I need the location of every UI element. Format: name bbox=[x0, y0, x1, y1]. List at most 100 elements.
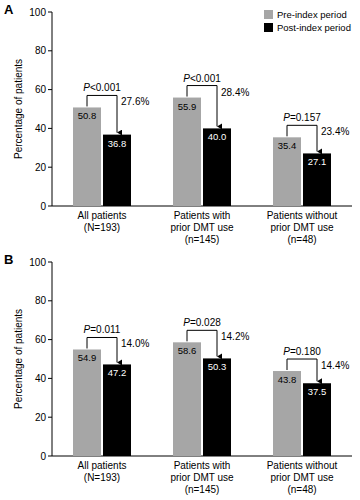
x-tick-label: All patients(N=193) bbox=[78, 460, 127, 483]
bar bbox=[273, 371, 301, 456]
p-value: P=0.180 bbox=[283, 346, 321, 357]
y-tick-label: 60 bbox=[35, 84, 47, 95]
panel-label: B bbox=[4, 252, 13, 267]
p-rest: <0.001 bbox=[190, 73, 221, 84]
x-tick-label: Patients withoutprior DMT use(n=48) bbox=[267, 210, 338, 245]
legend-swatch bbox=[264, 23, 273, 32]
data-label: 27.1 bbox=[308, 156, 327, 167]
data-label: 40.0 bbox=[208, 131, 227, 142]
bar bbox=[103, 364, 131, 456]
x-tick-label-line: prior DMT use bbox=[270, 472, 334, 483]
change-label: 14.4% bbox=[321, 360, 349, 371]
y-tick bbox=[48, 300, 52, 301]
y-tick-label: 100 bbox=[29, 257, 46, 268]
data-label: 50.8 bbox=[78, 110, 97, 121]
y-tick-label: 20 bbox=[35, 162, 47, 173]
x-tick-label-line: (N=193) bbox=[84, 222, 120, 233]
x-tick-label-line: All patients bbox=[78, 460, 127, 471]
panel: A Percentage of patients 0 20 40 60 80 100 50.8 3… bbox=[4, 2, 352, 245]
y-tick bbox=[48, 262, 52, 263]
data-label: 43.8 bbox=[278, 374, 297, 385]
x-tick-label-line: (n=48) bbox=[287, 484, 316, 495]
x-tick-label-line: All patients bbox=[78, 210, 127, 221]
bracket-arrow bbox=[287, 359, 317, 381]
figure: A Percentage of patients 0 20 40 60 80 100 50.8 3… bbox=[0, 0, 360, 500]
y-tick bbox=[48, 12, 52, 13]
y-tick-label: 0 bbox=[40, 201, 46, 212]
y-tick bbox=[48, 378, 52, 379]
y-tick-label: 0 bbox=[40, 451, 46, 462]
p-value: P=0.028 bbox=[183, 317, 221, 328]
y-tick-label: 100 bbox=[29, 7, 46, 18]
x-tick-label: All patients(N=193) bbox=[78, 210, 127, 233]
data-label: 54.9 bbox=[78, 352, 97, 363]
p-value: P=0.011 bbox=[84, 324, 121, 335]
p-value: P<0.001 bbox=[183, 73, 221, 84]
p-value: P<0.001 bbox=[83, 82, 121, 93]
bars bbox=[73, 342, 331, 456]
bar bbox=[273, 137, 301, 206]
labels: 54.9 47.2 All patients(N=193) P=0.01114.0% 5… bbox=[78, 317, 350, 495]
change-label: 28.4% bbox=[221, 87, 249, 98]
p-rest: <0.001 bbox=[90, 82, 121, 93]
change-label: 23.4% bbox=[321, 126, 349, 137]
bracket-arrow bbox=[187, 330, 217, 356]
y-tick bbox=[48, 128, 52, 129]
data-label: 36.8 bbox=[108, 138, 127, 149]
y-tick bbox=[48, 50, 52, 51]
y-axis-line bbox=[52, 262, 53, 456]
y-tick bbox=[48, 206, 52, 207]
change-label: 14.0% bbox=[121, 338, 149, 349]
x-tick-label-line: Patients with bbox=[174, 210, 231, 221]
data-label: 50.3 bbox=[208, 361, 227, 372]
y-tick-label: 20 bbox=[35, 412, 47, 423]
x-tick-label-line: prior DMT use bbox=[270, 222, 334, 233]
x-tick-label-line: Patients without bbox=[267, 210, 338, 221]
y-tick-label: 40 bbox=[35, 123, 47, 134]
x-tick-label-line: Patients with bbox=[174, 460, 231, 471]
panel-label: A bbox=[4, 2, 14, 17]
y-tick bbox=[48, 456, 52, 457]
bar bbox=[203, 128, 231, 206]
y-tick bbox=[48, 167, 52, 168]
y-axis-label: Percentage of patients bbox=[13, 59, 24, 159]
data-label: 58.6 bbox=[178, 345, 197, 356]
y-tick-label: 80 bbox=[35, 45, 47, 56]
y-tick-label: 40 bbox=[35, 373, 47, 384]
change-label: 27.6% bbox=[121, 96, 149, 107]
bar bbox=[173, 342, 201, 456]
bar bbox=[303, 153, 331, 206]
y-axis-label: Percentage of patients bbox=[13, 309, 24, 409]
x-tick-label: Patients withprior DMT use(n=145) bbox=[170, 210, 234, 245]
y-tick bbox=[48, 89, 52, 90]
x-tick-label-line: prior DMT use bbox=[170, 472, 234, 483]
data-label: 37.5 bbox=[308, 386, 327, 397]
legend-label: Post-index period bbox=[277, 22, 351, 33]
bar bbox=[73, 107, 101, 206]
bracket-arrow bbox=[87, 337, 117, 362]
x-tick-label-line: (n=145) bbox=[185, 234, 220, 245]
legend-swatch bbox=[264, 10, 273, 19]
bar bbox=[73, 349, 101, 456]
y-tick bbox=[48, 417, 52, 418]
x-tick-label-line: (N=193) bbox=[84, 472, 120, 483]
y-tick-label: 60 bbox=[35, 334, 47, 345]
data-label: 47.2 bbox=[108, 367, 127, 378]
x-tick-label: Patients withprior DMT use(n=145) bbox=[170, 460, 234, 495]
p-rest: =0.157 bbox=[290, 112, 321, 123]
y-tick-label: 80 bbox=[35, 295, 47, 306]
data-label: 55.9 bbox=[178, 101, 197, 112]
x-tick-label-line: prior DMT use bbox=[170, 222, 234, 233]
p-value: P=0.157 bbox=[283, 112, 321, 123]
panel: B Percentage of patients 0 20 40 60 80 100 54.9 4… bbox=[4, 252, 352, 495]
p-rest: =0.180 bbox=[290, 346, 321, 357]
legend-label: Pre-index period bbox=[277, 9, 347, 20]
legend: Pre-index period Post-index period bbox=[264, 9, 351, 33]
p-rest: =0.028 bbox=[190, 317, 221, 328]
labels: 50.836.8All patients(N=193)P<0.00127.6%5… bbox=[78, 73, 350, 245]
y-axis-line bbox=[52, 12, 53, 206]
x-tick-label: Patients withoutprior DMT use(n=48) bbox=[267, 460, 338, 495]
y-tick bbox=[48, 339, 52, 340]
data-label: 35.4 bbox=[278, 140, 297, 151]
change-label: 14.2% bbox=[221, 331, 249, 342]
